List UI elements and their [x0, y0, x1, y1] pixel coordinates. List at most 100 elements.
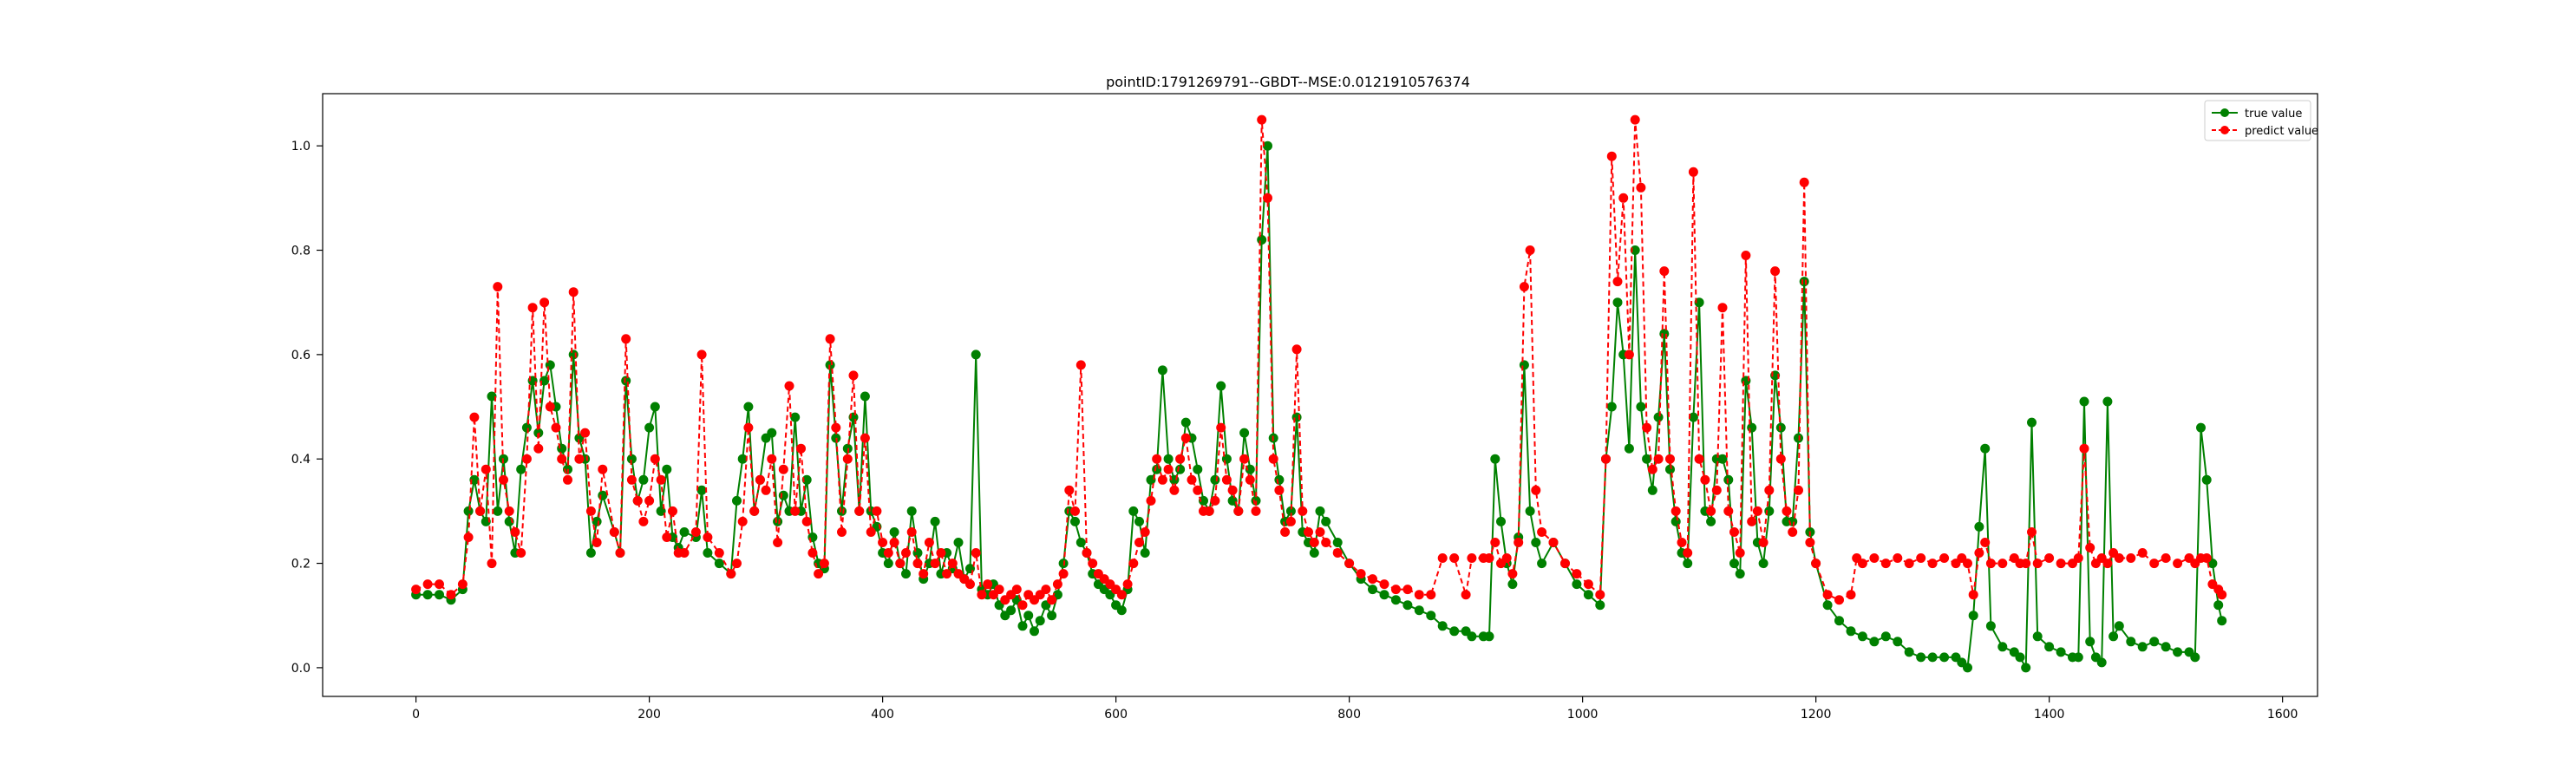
data-point [1711, 485, 1722, 495]
data-point [1729, 527, 1739, 537]
data-point [481, 516, 491, 526]
data-point [912, 559, 923, 569]
data-point [1595, 600, 1605, 611]
data-point [1997, 642, 2008, 652]
data-point [1093, 579, 1103, 590]
data-point [767, 454, 777, 464]
data-point [1519, 282, 1529, 292]
data-point [516, 464, 526, 474]
data-point [1180, 417, 1191, 428]
data-point [1426, 611, 1436, 621]
data-point [1082, 548, 1092, 558]
data-point [1794, 485, 1803, 495]
data-point [1175, 454, 1186, 464]
data-point [1747, 422, 1757, 433]
data-point [1758, 538, 1769, 547]
data-point [1064, 485, 1075, 495]
chart-title: pointID:1791269791--GBDT--MSE:0.01219105… [1106, 74, 1470, 90]
data-point [656, 474, 666, 485]
data-point [1770, 266, 1781, 277]
data-point [1583, 579, 1593, 590]
data-point [714, 559, 724, 569]
data-point [621, 334, 631, 344]
data-point [749, 506, 760, 516]
data-point [977, 590, 987, 600]
data-point [2009, 553, 2019, 563]
data-point [2161, 642, 2171, 652]
data-point [2021, 559, 2031, 569]
data-point [1285, 516, 1296, 526]
data-point [1531, 538, 1541, 547]
data-point [790, 412, 801, 422]
data-point [1688, 167, 1698, 177]
data-point [1735, 569, 1745, 579]
data-point [493, 282, 503, 292]
data-point [2090, 559, 2101, 569]
data-point [1677, 538, 1687, 547]
data-point [953, 569, 964, 579]
data-point [690, 527, 701, 537]
data-point [1893, 553, 1903, 563]
data-point [854, 506, 865, 516]
data-point [761, 485, 771, 495]
data-point [1963, 559, 1972, 569]
data-point [1041, 585, 1051, 595]
data-point [1752, 506, 1762, 516]
data-point [1076, 538, 1086, 547]
data-point [1606, 402, 1617, 412]
data-point [2056, 647, 2066, 657]
data-point [1507, 579, 1518, 590]
data-point [2068, 559, 2077, 569]
data-point [2173, 647, 2183, 657]
legend-box [2204, 100, 2311, 141]
data-point [1006, 590, 1017, 600]
data-point [696, 485, 707, 495]
data-point [947, 559, 958, 569]
data-point [1857, 559, 1867, 569]
data-point [1741, 251, 1751, 260]
data-point [743, 402, 754, 412]
data-point [988, 590, 998, 600]
data-point [1951, 652, 1961, 663]
data-point [1636, 402, 1646, 412]
data-point [696, 350, 707, 360]
data-point [1822, 600, 1833, 611]
data-point [866, 527, 876, 537]
data-point [521, 454, 532, 464]
y-tick-label: 0.8 [291, 245, 311, 258]
data-point [539, 297, 550, 308]
data-point [1519, 360, 1529, 370]
data-point [1980, 443, 1991, 454]
data-point [825, 334, 835, 344]
data-point [1583, 590, 1593, 600]
data-point [1467, 631, 1477, 642]
data-point [2102, 396, 2113, 407]
data-point [971, 548, 981, 558]
data-point [924, 538, 934, 547]
data-point [1332, 548, 1343, 558]
data-point [2184, 647, 2194, 657]
data-point [883, 559, 893, 569]
data-point [1572, 579, 1582, 590]
data-point [1496, 516, 1506, 526]
data-point [2217, 590, 2227, 600]
data-point [860, 391, 870, 402]
data-point [1717, 303, 1728, 313]
legend-marker [2220, 126, 2229, 134]
data-point [737, 516, 748, 526]
data-point [1088, 559, 1098, 569]
data-point [1642, 454, 1652, 464]
data-point [1163, 454, 1174, 464]
data-point [1263, 193, 1272, 203]
x-tick-label: 200 [637, 708, 661, 722]
data-point [1379, 590, 1389, 600]
data-point [930, 516, 940, 526]
data-point [703, 548, 713, 558]
data-point [1321, 538, 1331, 547]
data-point [936, 548, 946, 558]
data-point [516, 548, 526, 558]
data-point [1974, 521, 1984, 532]
data-point [1467, 553, 1477, 563]
y-tick-label: 0.0 [291, 662, 311, 676]
data-point [1152, 454, 1162, 464]
